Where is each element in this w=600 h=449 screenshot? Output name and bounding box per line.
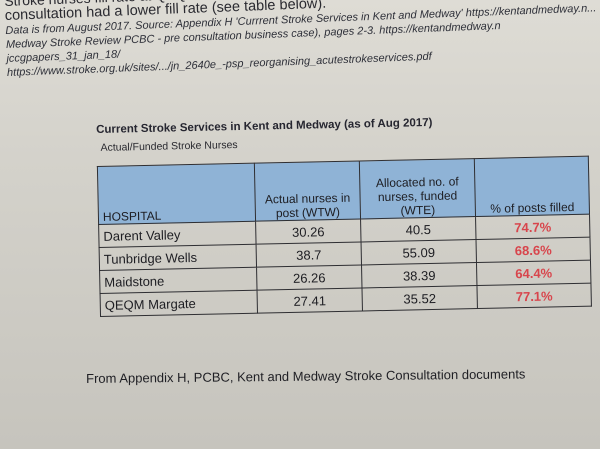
hospital-cell: Maidstone bbox=[99, 267, 258, 294]
table-block: Current Stroke Services in Kent and Medw… bbox=[96, 114, 600, 317]
hospital-cell: Darent Valley bbox=[98, 221, 257, 248]
allocated-cell: 38.39 bbox=[361, 262, 477, 288]
header-allocated-nurses: Allocated no. of nurses, funded (WTE) bbox=[359, 158, 476, 219]
table-header-row: HOSPITAL Actual nurses in post (WTW) All… bbox=[97, 156, 590, 225]
actual-cell: 38.7 bbox=[256, 241, 362, 268]
intro-text: Stroke nurses fill rate at QEQM as ... c… bbox=[4, 0, 600, 80]
footer-note: From Appendix H, PCBC, Kent and Medway S… bbox=[86, 366, 526, 386]
percent-cell: 77.1% bbox=[476, 283, 592, 309]
percent-cell: 68.6% bbox=[476, 237, 591, 263]
table-subtitle: Actual/Funded Stroke Nurses bbox=[100, 139, 238, 154]
percent-cell: 74.7% bbox=[475, 214, 590, 240]
stroke-nurses-table: HOSPITAL Actual nurses in post (WTW) All… bbox=[97, 156, 592, 317]
header-hospital: HOSPITAL bbox=[97, 163, 256, 225]
hospital-cell: QEQM Margate bbox=[100, 290, 258, 317]
percent-cell: 64.4% bbox=[476, 260, 591, 286]
header-actual-nurses: Actual nurses in post (WTW) bbox=[254, 160, 361, 222]
header-percent-filled: % of posts filled bbox=[474, 156, 590, 217]
allocated-cell: 55.09 bbox=[361, 239, 477, 265]
actual-cell: 26.26 bbox=[256, 264, 362, 291]
hospital-cell: Tunbridge Wells bbox=[99, 244, 257, 271]
actual-cell: 30.26 bbox=[255, 218, 362, 245]
actual-cell: 27.41 bbox=[257, 287, 363, 314]
allocated-cell: 35.52 bbox=[361, 285, 478, 311]
allocated-cell: 40.5 bbox=[360, 216, 477, 242]
